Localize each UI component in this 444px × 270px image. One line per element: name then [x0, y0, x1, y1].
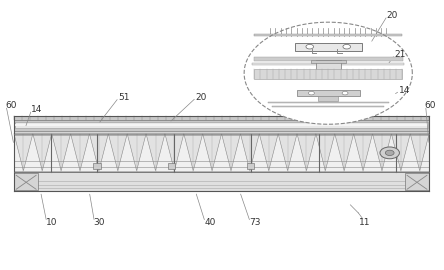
- Polygon shape: [278, 134, 297, 171]
- Text: 14: 14: [399, 86, 410, 95]
- Polygon shape: [71, 134, 89, 171]
- Polygon shape: [33, 134, 52, 171]
- Bar: [272, 106, 385, 107]
- Polygon shape: [316, 134, 335, 171]
- Polygon shape: [392, 134, 410, 171]
- Text: 20: 20: [195, 93, 207, 102]
- Circle shape: [244, 22, 412, 124]
- Polygon shape: [259, 134, 278, 171]
- Bar: [254, 57, 403, 61]
- Bar: [297, 90, 360, 96]
- Text: 40: 40: [204, 218, 216, 227]
- Bar: [94, 163, 100, 169]
- Polygon shape: [203, 134, 222, 171]
- Bar: [316, 60, 341, 71]
- Bar: [254, 69, 402, 79]
- Bar: [14, 134, 429, 172]
- Bar: [14, 173, 38, 190]
- Text: 51: 51: [118, 93, 130, 102]
- Bar: [254, 35, 402, 36]
- Text: 11: 11: [359, 218, 371, 227]
- Circle shape: [342, 91, 348, 95]
- Circle shape: [380, 147, 400, 159]
- Bar: [14, 172, 429, 191]
- Bar: [168, 163, 175, 169]
- Polygon shape: [222, 134, 241, 171]
- Text: 30: 30: [94, 218, 105, 227]
- Polygon shape: [108, 134, 127, 171]
- Bar: [294, 43, 362, 51]
- Polygon shape: [127, 134, 146, 171]
- Bar: [247, 163, 254, 169]
- Polygon shape: [52, 134, 71, 171]
- Text: 60: 60: [5, 101, 16, 110]
- Circle shape: [309, 91, 314, 95]
- Polygon shape: [241, 134, 259, 171]
- Text: 20: 20: [387, 11, 398, 20]
- Bar: [318, 96, 338, 101]
- Polygon shape: [14, 134, 33, 171]
- Polygon shape: [89, 134, 108, 171]
- Polygon shape: [335, 134, 354, 171]
- Text: 10: 10: [46, 218, 57, 227]
- Polygon shape: [354, 134, 373, 171]
- Polygon shape: [373, 134, 392, 171]
- Polygon shape: [165, 134, 184, 171]
- Bar: [252, 63, 404, 65]
- Bar: [15, 122, 428, 128]
- Text: 14: 14: [31, 105, 42, 114]
- Polygon shape: [146, 134, 165, 171]
- Circle shape: [385, 150, 394, 156]
- Polygon shape: [410, 134, 429, 171]
- Bar: [310, 60, 346, 62]
- Text: 21: 21: [394, 50, 405, 59]
- Polygon shape: [184, 134, 203, 171]
- Text: 60: 60: [425, 101, 436, 110]
- Bar: [14, 131, 429, 134]
- Bar: [268, 102, 388, 103]
- Polygon shape: [297, 134, 316, 171]
- Circle shape: [306, 44, 313, 49]
- Bar: [15, 124, 428, 126]
- Bar: [14, 116, 429, 131]
- Circle shape: [343, 44, 350, 49]
- Bar: [405, 173, 429, 190]
- Text: 73: 73: [250, 218, 261, 227]
